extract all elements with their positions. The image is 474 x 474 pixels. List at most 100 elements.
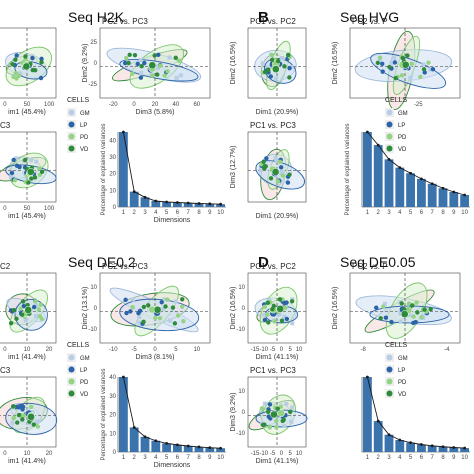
data-point-pd bbox=[419, 315, 424, 320]
scree-bar bbox=[205, 447, 215, 452]
y-axis-title: Dim2 (9.2%) bbox=[82, 44, 89, 83]
data-point-vd bbox=[20, 417, 25, 422]
data-point-pd bbox=[277, 159, 283, 164]
data-point-pd bbox=[29, 404, 34, 410]
data-point-gm bbox=[398, 319, 403, 324]
data-point-pd bbox=[411, 314, 416, 319]
data-point-gm bbox=[284, 401, 289, 406]
scree-point bbox=[143, 195, 147, 199]
data-point-lp bbox=[123, 297, 128, 303]
y-tick-label: 0 bbox=[94, 306, 98, 312]
x-tick-label: 0 bbox=[3, 451, 7, 457]
data-point-vd bbox=[265, 409, 271, 415]
x-tick-label: 0 bbox=[3, 347, 7, 353]
x-tick-label: -20 bbox=[109, 102, 118, 108]
x-tick-label: 10 bbox=[296, 451, 303, 457]
scree-point bbox=[398, 438, 402, 442]
scree-point bbox=[463, 446, 466, 450]
data-point-vd bbox=[405, 53, 410, 58]
data-point-gm bbox=[139, 71, 144, 76]
x-tick-label: 10 bbox=[24, 347, 31, 353]
scree-bar bbox=[449, 447, 459, 452]
legend-label: PD bbox=[398, 380, 407, 386]
data-point-vd bbox=[180, 297, 185, 302]
x-axis-title: im1 (45.4%) bbox=[8, 109, 46, 116]
data-point-pd bbox=[426, 60, 431, 65]
y-tick-label: 10 bbox=[238, 285, 245, 291]
panel-title: Seq DE0.2 bbox=[68, 254, 136, 270]
y-axis-title: Dim2 (16.5%) bbox=[332, 287, 339, 330]
scree-bar bbox=[119, 132, 128, 207]
legend: CELLS GM LP PD VD bbox=[67, 342, 90, 398]
data-point-vd bbox=[289, 299, 295, 304]
scree-bar bbox=[384, 434, 394, 452]
data-point-vd bbox=[265, 300, 271, 306]
x-tick-label: -10 bbox=[259, 451, 268, 457]
data-point-vd bbox=[127, 52, 132, 57]
x-axis-title: im1 (41.4%) bbox=[8, 458, 46, 465]
legend-swatch-gm bbox=[68, 354, 75, 361]
data-point-lp bbox=[262, 317, 268, 323]
centroid-vd bbox=[24, 306, 33, 314]
data-point-pd bbox=[265, 312, 270, 317]
scree-x-tick: 8 bbox=[197, 455, 201, 461]
data-point-vd bbox=[13, 57, 18, 62]
y-tick-label: -10 bbox=[236, 327, 245, 333]
data-point-pd bbox=[280, 173, 285, 178]
data-point-vd bbox=[8, 321, 14, 326]
x-tick-label: 20 bbox=[152, 102, 159, 108]
data-point-vd bbox=[399, 301, 404, 306]
scree-bar bbox=[373, 145, 383, 207]
y-tick-label: 10 bbox=[90, 285, 97, 291]
scree-x-tick: 1 bbox=[122, 210, 126, 216]
data-point-gm bbox=[260, 61, 265, 66]
legend-label: PD bbox=[80, 380, 89, 386]
scree-x-tick: 7 bbox=[431, 210, 435, 216]
data-point-gm bbox=[382, 301, 387, 306]
x-axis-title: Dim3 (8.1%) bbox=[136, 354, 175, 361]
data-point-lp bbox=[284, 316, 290, 322]
data-point-vd bbox=[287, 172, 292, 177]
data-point-pd bbox=[16, 73, 21, 79]
scree-bar bbox=[363, 377, 372, 452]
scatter-plot bbox=[99, 272, 211, 344]
data-point-lp bbox=[38, 75, 44, 81]
legend-swatch-gm bbox=[386, 354, 393, 361]
data-point-pd bbox=[35, 424, 41, 429]
data-point-pd bbox=[162, 73, 167, 78]
data-point-lp bbox=[159, 299, 164, 305]
centroid-vd bbox=[270, 410, 278, 419]
data-point-vd bbox=[280, 418, 285, 424]
y-axis-title: Dim2 (16.5%) bbox=[332, 42, 339, 85]
legend-label: LP bbox=[398, 368, 405, 374]
scree-bar bbox=[373, 421, 383, 452]
scree-point bbox=[366, 375, 369, 379]
scree-point bbox=[154, 199, 158, 203]
scree-bar bbox=[129, 427, 139, 452]
data-point-vd bbox=[428, 306, 433, 312]
data-point-gm bbox=[14, 156, 19, 161]
x-tick-label: 50 bbox=[24, 206, 31, 212]
scatter-plot bbox=[349, 272, 461, 344]
y-tick-label: 0 bbox=[242, 306, 246, 312]
data-point-lp bbox=[278, 165, 284, 170]
scree-bar bbox=[417, 444, 426, 452]
data-point-gm bbox=[173, 299, 178, 304]
legend-label: LP bbox=[398, 123, 405, 129]
scree-x-tick: 2 bbox=[133, 455, 137, 461]
data-point-lp bbox=[135, 61, 140, 67]
data-point-lp bbox=[156, 52, 161, 58]
scree-point bbox=[409, 441, 412, 445]
x-tick-label: 0 bbox=[280, 451, 284, 457]
data-point-pd bbox=[11, 415, 16, 421]
panel-title: Seq HVG bbox=[340, 9, 399, 25]
data-point-lp bbox=[287, 65, 292, 71]
centroid-vd bbox=[401, 60, 410, 69]
data-point-lp bbox=[430, 66, 436, 72]
scree-y-tick: 40 bbox=[109, 138, 116, 144]
data-point-vd bbox=[152, 53, 157, 58]
data-point-pd bbox=[275, 179, 281, 184]
centroid-vd bbox=[22, 62, 31, 71]
scree-x-tick: 5 bbox=[165, 210, 169, 216]
data-point-gm bbox=[428, 67, 433, 72]
